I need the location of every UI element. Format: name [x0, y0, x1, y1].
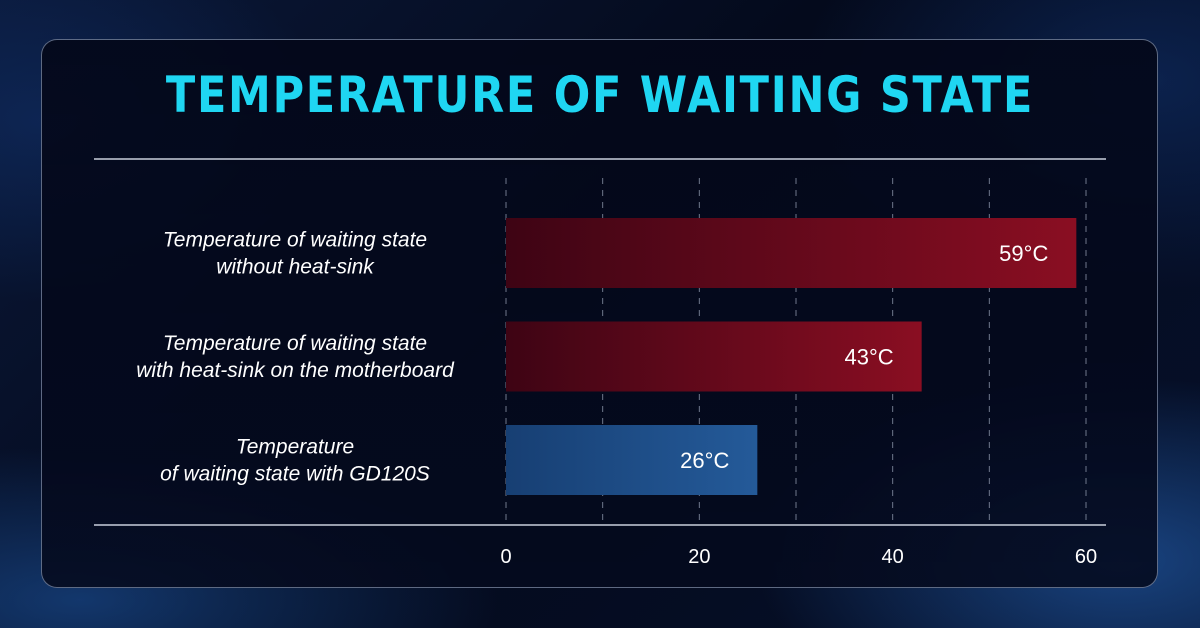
- bar-2: [506, 321, 922, 392]
- x-tick-label-20: 20: [688, 546, 710, 568]
- chart-panel: [41, 39, 1158, 588]
- x-tick-label-60: 60: [1075, 546, 1097, 568]
- bar-1: [506, 218, 1077, 288]
- bar-value-label-3: 26°C: [680, 448, 729, 473]
- bar-value-label-2: 43°C: [845, 345, 894, 370]
- category-label-2-line-1: Temperature of waiting state: [163, 332, 427, 355]
- bar-3: [506, 425, 758, 495]
- category-label-3-line-2: of waiting state with GD120S: [160, 463, 430, 486]
- x-tick-label-40: 40: [882, 546, 904, 568]
- chart-title: TEMPERATURE OF WAITING STATE: [165, 66, 1035, 124]
- category-label-1-line-1: Temperature of waiting state: [163, 229, 427, 252]
- bar-value-label-1: 59°C: [999, 241, 1048, 266]
- x-tick-label-0: 0: [500, 546, 511, 568]
- category-label-1-line-2: without heat-sink: [216, 256, 375, 279]
- category-label-2-line-2: with heat-sink on the motherboard: [136, 359, 455, 382]
- category-label-3-line-1: Temperature: [236, 436, 354, 459]
